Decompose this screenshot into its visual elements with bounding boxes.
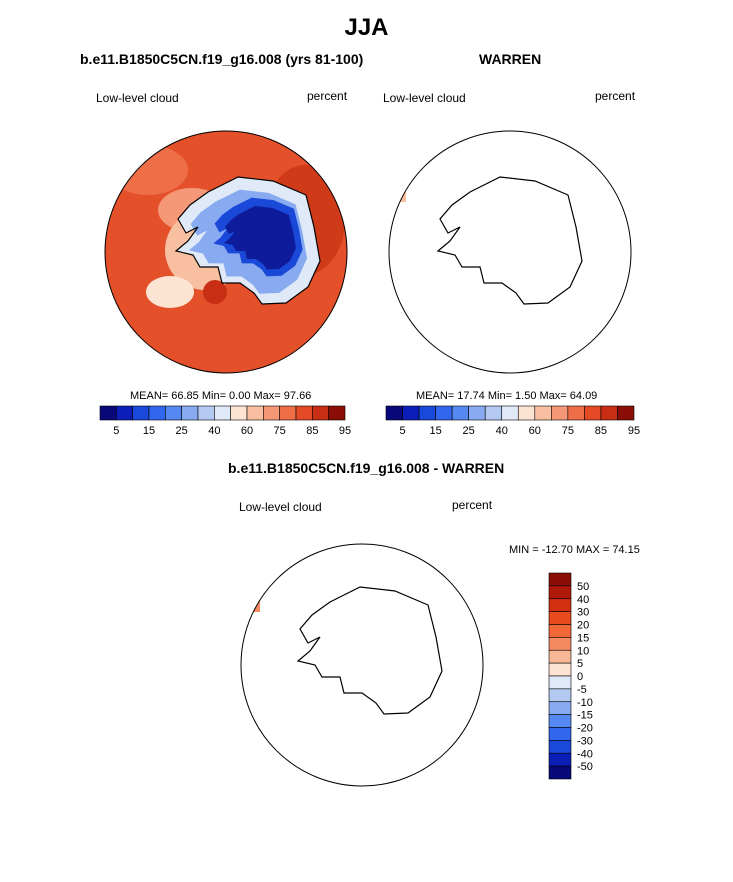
panel1-colorbar-swatch [247, 406, 263, 420]
panel3-colorbar-tick-label: -20 [577, 723, 593, 735]
panel1-colorbar-swatch [231, 406, 247, 420]
panel3-colorbar-swatch [549, 689, 571, 702]
panel2-colorbar-swatch [469, 406, 486, 420]
panel2-colorbar-tick-label: 40 [496, 425, 508, 437]
panel1-colorbar-tick-label: 40 [208, 425, 220, 437]
panel1-colorbar-tick-label: 15 [143, 425, 155, 437]
panel1-colorbar-swatch [198, 406, 214, 420]
panel3-colorbar-swatch [549, 612, 571, 625]
panel2-colorbar-swatch [617, 406, 634, 420]
panel2-colorbar-tick-label: 60 [529, 425, 541, 437]
panel1-colorbar-tick-label: 5 [113, 425, 119, 437]
panel1-colorbar-swatch [116, 406, 132, 420]
panel1-colorbar-swatch [312, 406, 328, 420]
panel2-colorbar-swatch [518, 406, 535, 420]
panel2-colorbar-swatch [386, 406, 403, 420]
panel3-colorbar-tick-label: 15 [577, 632, 589, 644]
panel2-colorbar-swatch [419, 406, 436, 420]
panel1-colorbar-swatch [263, 406, 279, 420]
panel2-colorbar: 5 15 25 40 60 75 85 95 [386, 406, 640, 437]
panel3-colorbar-tick-label: 10 [577, 645, 589, 657]
panel3-colorbar-swatch [549, 715, 571, 728]
panel1-colorbar-tick-label: 95 [339, 425, 351, 437]
panel3-colorbar-tick-label: 30 [577, 607, 589, 619]
panel3-colorbar-swatch [549, 663, 571, 676]
panel3-colorbar-tick-label: -5 [577, 684, 587, 696]
panel2-colorbar-tick-label: 15 [429, 425, 441, 437]
panel2-colorbar-swatch [551, 406, 568, 420]
panel2-colorbar-swatch [568, 406, 585, 420]
panel3-colorbar-swatch [549, 637, 571, 650]
panel1-colorbar-swatch [329, 406, 345, 420]
panel3-colorbar-tick-label: 50 [577, 581, 589, 593]
panel3-map [241, 544, 483, 786]
panel2-colorbar-swatch [502, 406, 519, 420]
panel2-colorbar-swatch [436, 406, 453, 420]
panel2-map [389, 131, 631, 373]
panel2-colorbar-swatch [452, 406, 469, 420]
panel3-colorbar-swatch [549, 625, 571, 638]
panel3-colorbar-swatch [549, 573, 571, 586]
panel1-colorbar-tick-label: 60 [241, 425, 253, 437]
panel2-colorbar-swatch [601, 406, 618, 420]
panel3-colorbar-swatch [549, 702, 571, 715]
panel1-colorbar-swatch [165, 406, 181, 420]
panel3-colorbar-tick-label: -10 [577, 697, 593, 709]
panel1-colorbar-swatch [182, 406, 198, 420]
figure-canvas: 5 15 25 40 60 75 85 95 5 15 25 40 60 75 85 95 50403020… [0, 0, 733, 882]
panel1-colorbar-tick-label: 25 [176, 425, 188, 437]
panel2-colorbar-swatch [403, 406, 420, 420]
panel3-colorbar-tick-label: -15 [577, 710, 593, 722]
panel2-colorbar-swatch [584, 406, 601, 420]
panel3-colorbar-tick-label: 40 [577, 594, 589, 606]
panel2-colorbar-tick-label: 95 [628, 425, 640, 437]
panel3-colorbar-swatch [549, 676, 571, 689]
panel3-colorbar-swatch [549, 740, 571, 753]
panel2-colorbar-swatch [485, 406, 502, 420]
panel3-colorbar-swatch [549, 650, 571, 663]
panel1-map [100, 126, 354, 380]
panel1-colorbar-swatch [100, 406, 116, 420]
panel3-colorbar-tick-label: -30 [577, 735, 593, 747]
panel1-colorbar-tick-label: 85 [306, 425, 318, 437]
panel2-colorbar-tick-label: 75 [562, 425, 574, 437]
panel3-colorbar-swatch [549, 599, 571, 612]
panel3-colorbar-tick-label: 5 [577, 658, 583, 670]
panel3-colorbar-tick-label: -40 [577, 748, 593, 760]
panel3-colorbar-tick-label: 0 [577, 671, 583, 683]
panel1-colorbar-tick-label: 75 [274, 425, 286, 437]
panel1-colorbar-swatch [133, 406, 149, 420]
panel3-colorbar-swatch [549, 728, 571, 741]
panel2-colorbar-swatch [535, 406, 552, 420]
panel1-colorbar-swatch [214, 406, 230, 420]
panel3-colorbar-swatch [549, 586, 571, 599]
panel2-colorbar-tick-label: 25 [463, 425, 475, 437]
panel1-colorbar-swatch [149, 406, 165, 420]
panel1-colorbar-swatch [296, 406, 312, 420]
panel3-colorbar-swatch [549, 766, 571, 779]
panel2-colorbar-tick-label: 5 [399, 425, 405, 437]
panel3-colorbar-swatch [549, 753, 571, 766]
panel2-colorbar-tick-label: 85 [595, 425, 607, 437]
panel1-colorbar-swatch [280, 406, 296, 420]
panel1-colorbar: 5 15 25 40 60 75 85 95 [100, 406, 351, 437]
panel3-colorbar-tick-label: 20 [577, 620, 589, 632]
panel3-colorbar-tick-label: -50 [577, 761, 593, 773]
